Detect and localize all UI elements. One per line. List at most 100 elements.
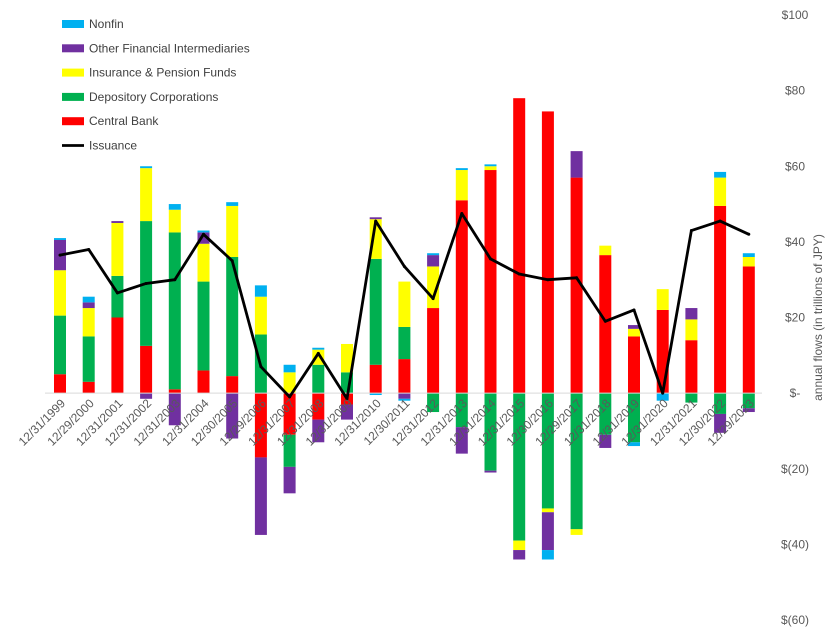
bar-segment <box>570 393 583 530</box>
issuance-point <box>374 219 378 223</box>
bar-segment <box>628 325 640 329</box>
bar-segment <box>82 302 95 309</box>
bar-segment <box>312 349 325 365</box>
legend-label: Depository Corporations <box>89 90 218 104</box>
y-tick-label: $(20) <box>781 462 809 476</box>
bar-segment <box>197 281 210 371</box>
bar-segment <box>254 457 267 535</box>
issuance-point <box>288 395 292 399</box>
bar-segment <box>541 508 554 513</box>
bar-segment <box>283 364 296 373</box>
bar-segment <box>369 219 382 259</box>
bar-segment <box>513 393 526 541</box>
legend-label: Issuance <box>89 139 137 153</box>
bar-segment <box>541 111 554 394</box>
bar-segment <box>570 151 583 178</box>
issuance-point <box>316 351 320 355</box>
issuance-point <box>460 212 464 216</box>
issuance-point <box>87 247 91 251</box>
y-axis-title: annual flows (in trillions of JPY) <box>811 234 825 401</box>
bar-segment <box>140 166 153 169</box>
legend-swatch <box>62 20 84 28</box>
bar-segment <box>312 419 325 443</box>
bar-segment <box>685 340 698 394</box>
bar-segment <box>628 336 640 394</box>
bar-segment <box>226 393 239 439</box>
issuance-point <box>345 397 349 401</box>
bar-segment <box>168 204 181 210</box>
bar-segment <box>541 550 554 560</box>
bar-segment <box>111 317 124 394</box>
bar-segment <box>54 315 66 375</box>
bar-segment <box>226 376 239 394</box>
y-tick-label: $20 <box>785 311 805 325</box>
bar-segment <box>513 98 526 394</box>
bar-segment <box>599 255 612 394</box>
bar-segment <box>455 393 468 428</box>
bar-segment <box>398 393 411 399</box>
bar-segment <box>427 308 440 394</box>
bar-segment <box>54 374 66 394</box>
bar-segment <box>455 200 468 394</box>
legend-label: Central Bank <box>89 114 159 128</box>
y-tick-label: $60 <box>785 159 805 173</box>
bar-segment <box>82 308 95 337</box>
bar-segment <box>341 404 353 420</box>
legend-label: Nonfin <box>89 17 124 31</box>
legend-label: Other Financial Intermediaries <box>89 41 250 55</box>
legend-swatch <box>62 92 84 101</box>
bar-segment <box>427 253 440 256</box>
y-tick-label: $- <box>790 386 801 400</box>
bar-segment <box>628 393 640 443</box>
bar-segment <box>742 393 755 409</box>
bar-segment <box>455 427 468 454</box>
bar-segment <box>398 326 411 360</box>
bar-segment <box>140 168 153 222</box>
bar-segment <box>455 170 468 201</box>
issuance-point <box>689 229 693 233</box>
bar-segment <box>82 296 95 303</box>
bar-segment <box>541 393 554 509</box>
bar-segment <box>226 257 239 377</box>
bar-segment <box>656 393 669 401</box>
bar-segment <box>168 232 181 390</box>
bar-segment <box>714 413 727 433</box>
bar-segment <box>714 177 727 206</box>
issuance-point <box>489 257 492 261</box>
bar-segment <box>427 255 440 267</box>
bar-segment <box>82 381 95 394</box>
bar-segment <box>254 296 267 335</box>
bar-segment <box>341 343 353 373</box>
issuance-point <box>546 278 550 282</box>
bar-segment <box>140 393 153 399</box>
bar-segment <box>369 364 382 394</box>
issuance-point <box>603 319 607 323</box>
bar-segment <box>714 393 727 414</box>
bar-segment <box>484 393 497 471</box>
bar-segment <box>254 285 267 297</box>
bar-segment <box>283 434 296 467</box>
bar-segment <box>455 168 468 171</box>
bar-segment <box>685 308 698 320</box>
bar-segment <box>398 281 411 327</box>
bar-segment <box>226 205 239 257</box>
issuance-point <box>58 253 62 257</box>
legend-swatch <box>62 68 84 77</box>
y-tick-label: $(40) <box>781 537 809 551</box>
bar-segment <box>226 202 239 206</box>
bar-segment <box>742 408 755 413</box>
bar-segment <box>656 289 669 310</box>
y-tick-label: $(60) <box>781 613 809 627</box>
legend-label: Insurance & Pension Funds <box>89 66 236 80</box>
bar-segment <box>369 258 382 365</box>
bar-segment <box>398 398 411 401</box>
bar-segment <box>484 470 497 473</box>
bar-segment <box>742 253 755 257</box>
issuance-point <box>661 391 665 395</box>
bar-segment <box>197 243 210 282</box>
bar-segment <box>484 164 497 167</box>
issuance-point <box>517 272 521 276</box>
bar-segment <box>111 222 124 276</box>
